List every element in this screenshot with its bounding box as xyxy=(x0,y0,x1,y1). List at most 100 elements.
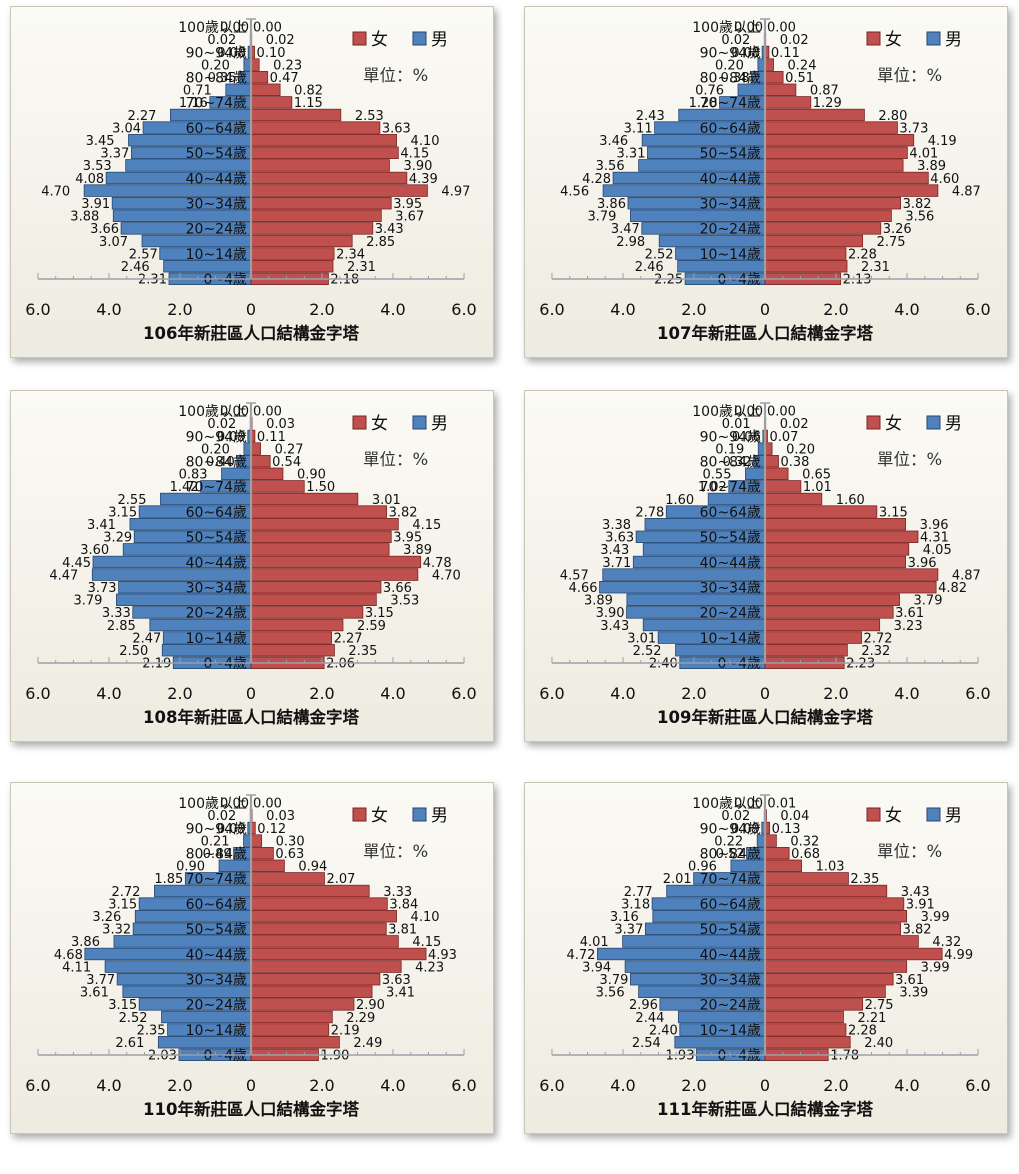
female-bar xyxy=(764,922,902,936)
male-value-label: 3.56 xyxy=(596,159,625,174)
age-group-label: 20~24歲 xyxy=(186,222,247,238)
legend-label-female: 女 xyxy=(885,806,902,826)
male-value-label: 3.47 xyxy=(611,222,640,237)
legend-label-male: 男 xyxy=(945,414,962,434)
age-group-label: 40~44歲 xyxy=(186,555,247,571)
male-value-label: 1.02 xyxy=(698,480,727,495)
male-value-label: 2.55 xyxy=(118,493,147,508)
female-value-label: 0.23 xyxy=(273,58,302,73)
female-bar xyxy=(764,847,790,860)
male-value-label: 0.02 xyxy=(721,809,750,824)
female-value-label: 4.78 xyxy=(423,556,452,571)
male-value-label: 0.00 xyxy=(220,405,249,420)
female-value-label: 2.80 xyxy=(878,109,907,124)
male-value-label: 0.71 xyxy=(183,84,212,99)
age-group-label: 0~4歲 xyxy=(717,656,761,672)
male-value-label: 2.57 xyxy=(129,247,158,262)
female-value-label: 0.00 xyxy=(767,405,796,420)
female-bar xyxy=(764,555,906,569)
x-tick-label: 2.0 xyxy=(681,684,706,703)
male-value-label: 0.21 xyxy=(201,834,230,849)
legend-label-female: 女 xyxy=(885,414,902,434)
age-group-label: 80~84歲 xyxy=(186,455,247,471)
male-value-label: 4.11 xyxy=(62,960,91,975)
male-value-label: 2.43 xyxy=(636,109,665,124)
female-value-label: 4.97 xyxy=(441,184,470,199)
male-value-label: 2.72 xyxy=(111,885,140,900)
female-bar xyxy=(764,1010,844,1024)
female-bar xyxy=(250,618,344,632)
female-value-label: 3.99 xyxy=(921,960,950,975)
age-group-label: 60~64歲 xyxy=(700,121,761,137)
age-group-label: 60~64歲 xyxy=(186,121,247,137)
male-value-label: 2.40 xyxy=(649,657,678,672)
pyramid-svg: 0.00 0.000.02 0.030.09 0.110.20 0.270.40 0.54… xyxy=(25,402,477,727)
male-value-label: 3.32 xyxy=(102,923,131,938)
male-value-label: 0.49 xyxy=(203,847,232,862)
age-group-label: 90~94歲 xyxy=(186,429,247,445)
age-group-label: 20~24歲 xyxy=(186,998,247,1014)
male-value-label: 3.41 xyxy=(87,518,116,533)
female-bar xyxy=(764,480,802,493)
female-value-label: 3.15 xyxy=(879,505,908,520)
legend-swatch-male xyxy=(412,807,427,822)
female-bar xyxy=(764,593,900,607)
male-value-label: 0.00 xyxy=(220,21,249,36)
legend-label-male: 男 xyxy=(945,806,962,826)
female-bar xyxy=(764,247,847,260)
female-value-label: 4.19 xyxy=(928,134,957,149)
pyramid-chart-109: 0.00 0.00 0.01 0.02 0.06 0.07 0.19 0.20 0.32 0.38… xyxy=(524,390,1008,742)
age-group-label: 0~4歲 xyxy=(203,656,247,672)
female-value-label: 2.34 xyxy=(336,247,365,262)
male-value-label: 0.55 xyxy=(703,468,732,483)
male-value-label: 3.01 xyxy=(627,631,656,646)
age-group-label: 20~24歲 xyxy=(700,998,761,1014)
male-value-label: 3.56 xyxy=(596,986,625,1001)
female-value-label: 1.03 xyxy=(816,860,845,875)
chart-title: 111年新莊區人口結構金字塔 xyxy=(657,1099,873,1119)
female-value-label: 4.60 xyxy=(930,172,959,187)
x-tick-label: 6.0 xyxy=(539,684,564,703)
male-value-label: 0.02 xyxy=(207,417,236,432)
female-bar xyxy=(250,972,381,986)
age-group-label: 60~64歲 xyxy=(700,505,761,521)
legend-swatch-female xyxy=(866,415,881,430)
x-tick-label: 4.0 xyxy=(610,300,635,319)
female-bar xyxy=(764,134,915,147)
female-value-label: 4.87 xyxy=(952,184,981,199)
age-group-label: 10~14歲 xyxy=(700,631,761,647)
female-value-label: 0.94 xyxy=(298,860,327,875)
female-value-label: 2.18 xyxy=(330,273,359,288)
x-tick-label: 2.0 xyxy=(823,1076,848,1095)
age-group-label: 50~54歲 xyxy=(700,530,761,546)
x-tick-label: 4.0 xyxy=(380,1076,405,1095)
female-bar xyxy=(250,196,392,210)
male-value-label: 1.16 xyxy=(179,96,208,111)
female-value-label: 0.20 xyxy=(786,442,815,457)
age-group-label: 10~14歲 xyxy=(186,1023,247,1039)
male-value-label: 3.63 xyxy=(605,531,634,546)
female-value-label: 3.43 xyxy=(901,885,930,900)
male-value-label: 2.54 xyxy=(632,1036,661,1051)
female-value-label: 3.82 xyxy=(903,197,932,212)
male-value-label: 0.52 xyxy=(716,847,745,862)
female-bar xyxy=(250,606,364,619)
female-value-label: 3.96 xyxy=(920,518,949,533)
male-value-label: 2.85 xyxy=(107,619,136,634)
female-value-label: 0.07 xyxy=(769,430,798,445)
age-group-label: 30~34歲 xyxy=(186,581,247,597)
male-value-label: 0.02 xyxy=(207,33,236,48)
x-tick-label: 4.0 xyxy=(380,300,405,319)
female-bar xyxy=(764,606,894,619)
female-value-label: 4.10 xyxy=(411,910,440,925)
x-tick-label: 6.0 xyxy=(965,684,990,703)
age-group-label: 30~34歲 xyxy=(700,973,761,989)
male-value-label: 4.56 xyxy=(560,184,589,199)
male-value-label: 3.15 xyxy=(108,505,137,520)
female-value-label: 2.40 xyxy=(864,1036,893,1051)
female-value-label: 2.31 xyxy=(861,260,890,275)
unit-label: 單位：% xyxy=(877,842,942,861)
male-value-label: 2.61 xyxy=(115,1036,144,1051)
x-tick-label: 2.0 xyxy=(681,1076,706,1095)
male-value-label: 3.37 xyxy=(100,147,129,162)
